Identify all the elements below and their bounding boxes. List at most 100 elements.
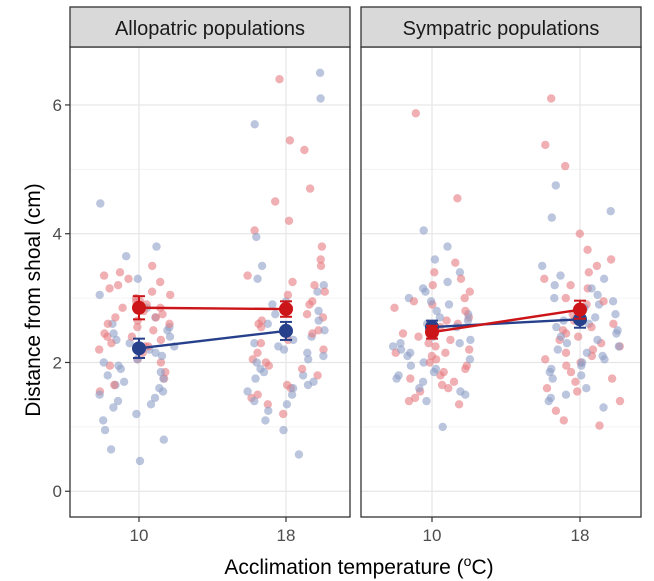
data-point-red: [454, 400, 464, 409]
data-point-red: [256, 339, 266, 348]
data-point-red: [606, 255, 616, 264]
data-point-blue: [582, 384, 591, 393]
data-point-red: [253, 348, 262, 357]
data-point-blue: [151, 348, 160, 357]
data-point-red: [308, 329, 317, 338]
data-point-red: [414, 332, 423, 341]
data-point-blue: [593, 290, 602, 300]
data-point-red: [430, 268, 439, 277]
data-point-blue: [593, 335, 602, 345]
data-point-red: [156, 335, 166, 345]
x-axis: 10 18 10 18: [130, 517, 589, 545]
data-point-red: [243, 271, 252, 280]
data-point-red: [607, 374, 617, 383]
data-point-blue: [599, 403, 608, 412]
data-point-blue: [550, 293, 559, 303]
mean-point-red: [279, 302, 293, 317]
data-point-blue: [250, 339, 259, 348]
data-point-blue: [443, 242, 452, 251]
data-point-blue: [253, 274, 262, 283]
data-point-red: [583, 245, 592, 254]
data-point-red: [541, 355, 550, 364]
data-point-red: [398, 329, 408, 338]
data-point-red: [165, 319, 174, 328]
data-point-blue: [316, 94, 325, 103]
mean-point-red: [425, 325, 439, 340]
data-point-blue: [132, 409, 141, 419]
x-axis-title: Acclimation temperature (oC): [224, 553, 493, 579]
data-point-red: [319, 345, 328, 354]
data-point-blue: [577, 371, 586, 380]
data-point-red: [446, 335, 455, 345]
data-point-red: [158, 310, 167, 319]
data-point-red: [609, 319, 618, 328]
data-point-blue: [388, 342, 398, 351]
y-tick-label: 6: [53, 96, 62, 115]
data-point-blue: [431, 364, 441, 374]
data-point-blue: [252, 232, 261, 242]
data-point-red: [284, 216, 294, 225]
data-point-blue: [133, 355, 142, 364]
data-point-blue: [158, 387, 168, 396]
data-point-red: [541, 140, 550, 150]
data-point-red: [439, 367, 448, 377]
y-axis: 0 2 4 6: [53, 96, 70, 501]
data-point-red: [442, 316, 451, 325]
data-point-blue: [279, 345, 289, 354]
data-point-blue: [294, 450, 304, 459]
data-point-blue: [261, 416, 270, 425]
data-point-blue: [271, 310, 280, 319]
data-point-blue: [156, 367, 165, 377]
data-point-red: [615, 396, 625, 406]
data-point-red: [587, 322, 596, 332]
data-point-red: [103, 319, 113, 328]
data-point-red: [599, 297, 608, 306]
data-point-blue: [304, 355, 313, 364]
data-point-red: [308, 297, 317, 306]
data-point-red: [462, 361, 471, 370]
data-point-blue: [289, 335, 298, 345]
data-point-red: [444, 384, 453, 393]
y-axis-title: Distance from shoal (cm): [22, 183, 45, 416]
data-point-blue: [264, 406, 273, 415]
data-point-blue: [443, 277, 452, 287]
data-point-red: [275, 75, 284, 84]
data-point-red: [107, 339, 116, 348]
data-point-red: [561, 348, 571, 357]
strip-header: [69, 6, 351, 48]
data-point-red: [279, 409, 288, 419]
data-point-red: [574, 332, 583, 341]
data-point-blue: [577, 361, 586, 370]
data-point-blue: [287, 390, 297, 399]
data-point-blue: [611, 310, 620, 319]
data-point-red: [166, 290, 175, 300]
data-point-red: [111, 313, 120, 322]
data-point-blue: [282, 400, 292, 409]
data-point-red: [573, 387, 582, 396]
panel-1: Allopatric populations: [69, 6, 351, 518]
data-point-red: [461, 306, 470, 316]
data-point-red: [453, 194, 462, 203]
mean-line-red: [431, 308, 581, 334]
data-point-red: [390, 303, 399, 312]
data-point-blue: [133, 274, 142, 283]
data-point-blue: [109, 329, 118, 338]
data-point-red: [431, 342, 440, 351]
data-point-red: [559, 416, 568, 425]
data-point-red: [300, 145, 309, 155]
data-point-red: [99, 271, 109, 280]
data-point-blue: [392, 374, 401, 383]
data-point-blue: [303, 348, 312, 357]
data-point-red: [411, 109, 420, 118]
y-tick-label: 0: [53, 482, 62, 501]
data-point-blue: [547, 213, 556, 222]
data-point-red: [124, 274, 133, 283]
data-point-blue: [582, 348, 592, 357]
data-point-red: [547, 94, 556, 103]
strip-label: Allopatric populations: [115, 18, 305, 40]
data-point-blue: [257, 261, 267, 271]
data-point-blue: [556, 271, 565, 280]
data-point-red: [147, 287, 157, 296]
data-point-blue: [113, 396, 123, 406]
